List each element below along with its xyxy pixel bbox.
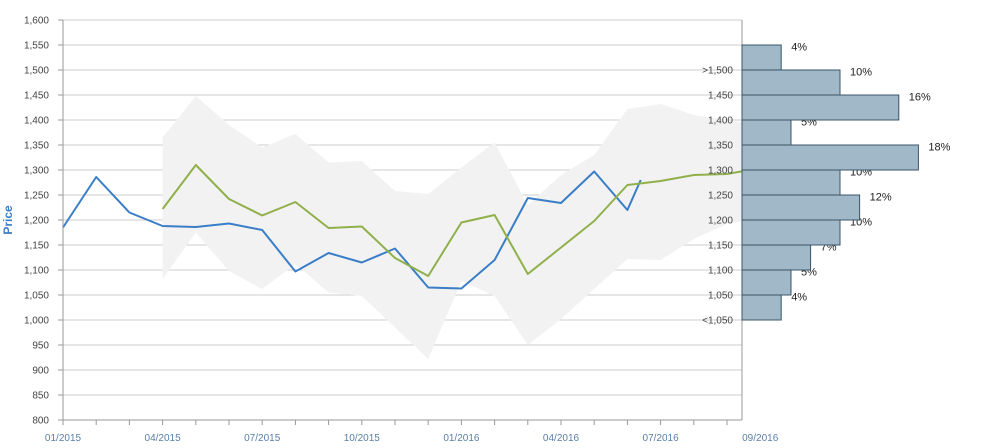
y-tick-label: 1,100 [24,266,49,277]
histogram-bin-label: >1,500 [702,66,733,77]
histogram-bin-label: 1,250 [708,191,733,202]
histogram-bar [741,269,792,296]
x-tick-label: 04/2015 [145,433,182,444]
x-tick-label: 01/2015 [45,433,82,444]
y-tick-label: 1,450 [24,91,49,102]
y-tick-label: 1,500 [24,66,49,77]
y-tick-label: 1,350 [24,141,49,152]
histogram-bar [741,244,812,271]
x-tick-label: 04/2016 [543,433,580,444]
histogram-bar [741,94,900,121]
y-tick-label: 1,250 [24,191,49,202]
average-line [161,164,744,277]
histogram-bin-label: 1,450 [708,91,733,102]
histogram-bin-label: 1,050 [708,291,733,302]
histogram-bin-label: 1,100 [708,266,733,277]
histogram-bar [741,169,841,196]
histogram-bin-label: 1,200 [708,216,733,227]
histogram-bin-label: 1,400 [708,116,733,127]
y-tick-label: 950 [32,341,49,352]
histogram-bin-label: 1,300 [708,166,733,177]
histogram-percent-label: 12% [870,192,892,204]
axis-labels: 800 850 900 950 1,000 1,050 1,100 1,150 1,200 1,2… [1,16,779,445]
histogram-bar [741,119,792,146]
y-tick-label: 1,050 [24,291,49,302]
x-tick-label: 10/2015 [344,433,381,444]
y-tick-label: 1,200 [24,216,49,227]
y-tick-label: 850 [32,391,49,402]
y-axis-label: Price [1,205,15,235]
histogram-bin-label: <1,050 [702,316,733,327]
histogram-bar [741,219,841,246]
histogram-bar [741,194,861,221]
histogram-bar [741,44,782,71]
x-tick-label: 09/2016 [742,433,779,444]
price-distribution-histogram: <1,0504%1,0505%1,1007%1,15010%1,20012%1,… [702,42,951,327]
y-tick-label: 1,550 [24,41,49,52]
histogram-percent-label: 4% [791,42,807,54]
histogram-percent-label: 4% [791,292,807,304]
price-line [62,170,642,290]
series-lines [62,164,744,290]
y-tick-label: 1,150 [24,241,49,252]
forecast-range-area [162,96,744,359]
x-tick-label: 07/2016 [643,433,680,444]
histogram-percent-label: 10% [850,67,872,79]
y-tick-label: 800 [32,416,49,427]
histogram-bin-label: 1,150 [708,241,733,252]
y-tick-label: 1,400 [24,116,49,127]
y-tick-label: 1,000 [24,316,49,327]
histogram-bin-label: 1,350 [708,141,733,152]
histogram-bar [741,144,919,171]
y-tick-label: 1,300 [24,166,49,177]
histogram-percent-label: 16% [909,92,931,104]
y-tick-label: 1,600 [24,16,49,27]
x-tick-label: 01/2016 [443,433,480,444]
forecast-band [162,96,744,359]
histogram-bar [741,294,782,321]
x-tick-label: 07/2015 [244,433,281,444]
y-tick-label: 900 [32,366,49,377]
histogram-percent-label: 18% [928,142,950,154]
histogram-bar [741,69,841,96]
